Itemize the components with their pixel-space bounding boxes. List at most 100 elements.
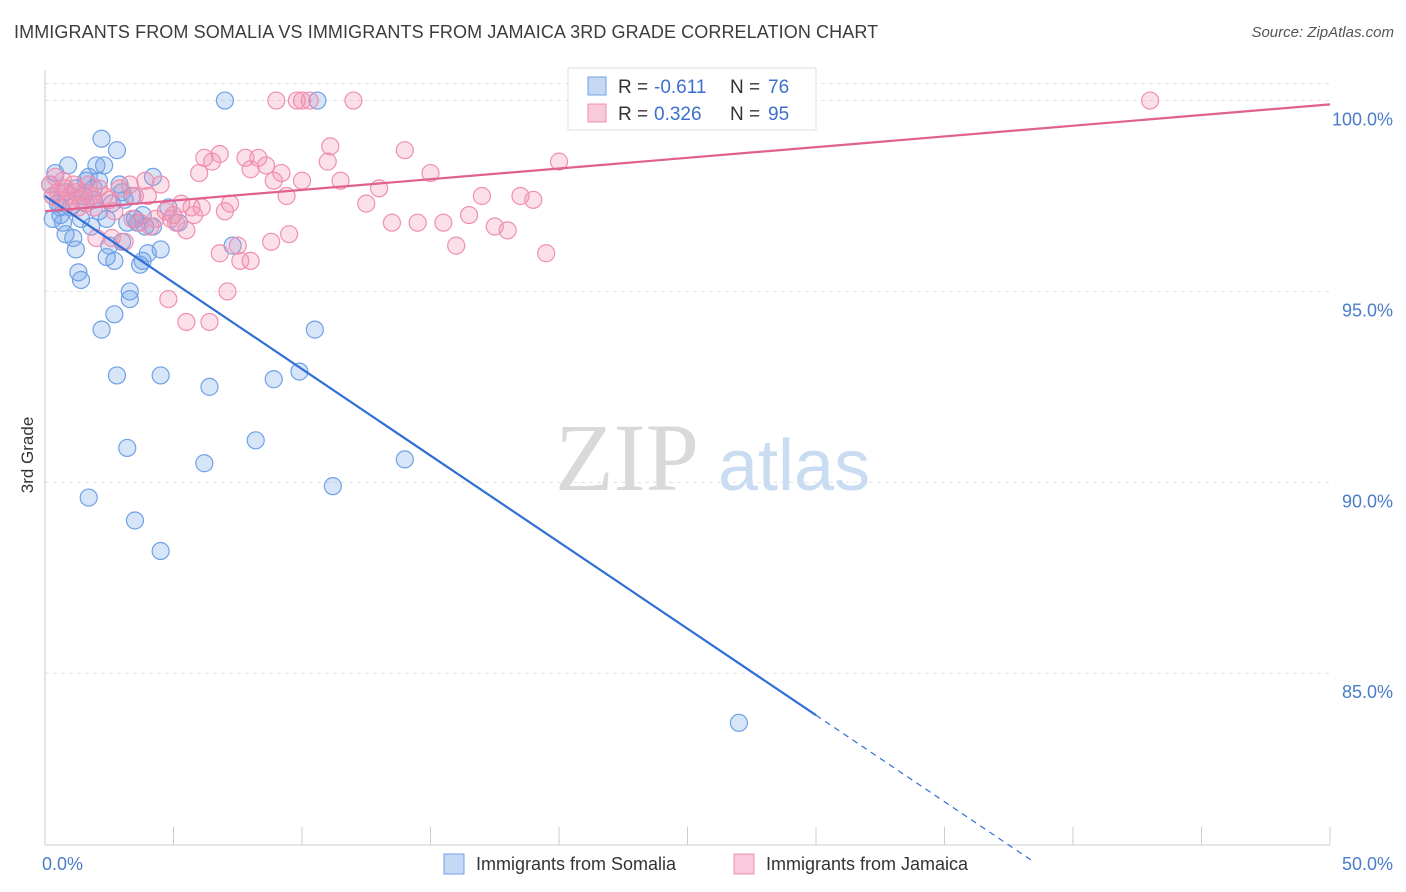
- legend-n-label-somalia: N =: [730, 77, 760, 98]
- y-tick-label: 100.0%: [1332, 110, 1393, 130]
- somalia-point: [308, 91, 327, 110]
- somalia-trend-extension: [815, 714, 1035, 863]
- somalia-point: [200, 377, 219, 396]
- somalia-point: [246, 431, 265, 450]
- somalia-point: [95, 156, 114, 175]
- somalia-trend-line: [44, 195, 817, 717]
- somalia-point: [125, 511, 145, 530]
- grid-lines: [45, 83, 1330, 674]
- somalia-point: [120, 289, 139, 309]
- jamaica-point: [177, 312, 196, 332]
- jamaica-point: [177, 221, 196, 240]
- jamaica-point: [100, 190, 119, 209]
- somalia-point: [87, 156, 106, 175]
- somalia-point: [151, 240, 170, 259]
- jamaica-point: [498, 221, 517, 240]
- somalia-point: [151, 366, 170, 385]
- jamaica-point: [256, 156, 276, 175]
- somalia-point: [151, 541, 170, 561]
- jamaica-point: [102, 228, 121, 248]
- jamaica-point: [292, 171, 312, 190]
- jamaica-points: [41, 91, 1160, 332]
- jamaica-point: [292, 91, 312, 110]
- jamaica-point: [79, 175, 98, 194]
- jamaica-point: [202, 152, 222, 171]
- legend-n-somalia: 76: [768, 77, 789, 98]
- jamaica-point: [210, 244, 229, 263]
- somalia-point: [105, 305, 124, 324]
- bottom-legend-label-somalia: Immigrants from Somalia: [476, 854, 677, 874]
- jamaica-point: [331, 171, 350, 190]
- jamaica-point: [264, 171, 283, 190]
- legend-n-label-jamaica: N =: [730, 104, 760, 125]
- jamaica-point: [272, 163, 291, 183]
- legend-swatch-somalia: [587, 76, 607, 96]
- y-tick-labels: 85.0% 90.0% 95.0% 100.0%: [1332, 110, 1393, 703]
- x-tick-label-min: 0.0%: [42, 854, 83, 874]
- jamaica-point: [164, 205, 183, 225]
- somalia-point: [97, 209, 116, 228]
- jamaica-point: [262, 232, 281, 251]
- bottom-legend-label-jamaica: Immigrants from Jamaica: [766, 854, 969, 874]
- jamaica-point: [447, 236, 466, 255]
- jamaica-point: [395, 141, 414, 160]
- jamaica-point: [123, 209, 142, 228]
- chart-title: IMMIGRANTS FROM SOMALIA VS IMMIGRANTS FR…: [14, 22, 879, 42]
- somalia-point: [118, 438, 137, 458]
- x-tick-label-max: 50.0%: [1342, 854, 1393, 874]
- jamaica-point: [434, 213, 453, 232]
- jamaica-point: [228, 236, 247, 255]
- somalia-point: [105, 251, 124, 270]
- jamaica-point: [159, 289, 178, 309]
- y-tick-label: 90.0%: [1342, 491, 1393, 511]
- somalia-point: [92, 320, 111, 339]
- jamaica-point: [105, 202, 124, 221]
- jamaica-point: [146, 209, 165, 228]
- somalia-point: [290, 362, 309, 381]
- jamaica-point: [200, 312, 219, 332]
- jamaica-point: [110, 179, 129, 198]
- jamaica-point: [537, 244, 556, 263]
- y-tick-label: 95.0%: [1342, 300, 1393, 320]
- somalia-point: [43, 209, 62, 228]
- jamaica-point: [382, 213, 402, 232]
- jamaica-point: [472, 186, 491, 206]
- jamaica-point: [210, 144, 229, 164]
- source-credit: Source: ZipAtlas.com: [1251, 24, 1394, 41]
- jamaica-point: [87, 228, 106, 248]
- jamaica-point: [1140, 91, 1160, 110]
- jamaica-point: [82, 186, 101, 206]
- jamaica-point: [249, 148, 268, 167]
- jamaica-point: [151, 175, 170, 194]
- somalia-point: [195, 454, 214, 473]
- jamaica-point: [220, 194, 240, 213]
- series-legend: Immigrants from Somalia Immigrants from …: [443, 853, 969, 875]
- legend-r-jamaica: 0.326: [654, 104, 702, 125]
- jamaica-point: [287, 91, 306, 110]
- jamaica-point: [357, 194, 376, 213]
- y-tick-label: 85.0%: [1342, 682, 1393, 702]
- watermark-atlas: atlas: [718, 426, 870, 506]
- somalia-point: [264, 370, 283, 389]
- jamaica-point: [318, 152, 337, 171]
- somalia-point: [120, 282, 139, 301]
- somalia-point: [215, 91, 234, 110]
- somalia-point: [53, 213, 73, 232]
- jamaica-point: [241, 251, 260, 270]
- jamaica-point: [421, 163, 440, 183]
- stats-legend: R = -0.611 N = 76 R = 0.326 N = 95: [567, 67, 817, 131]
- legend-swatch-jamaica: [587, 103, 607, 123]
- somalia-point: [66, 240, 85, 259]
- legend-n-jamaica: 95: [768, 104, 789, 125]
- jamaica-point: [280, 225, 299, 244]
- jamaica-point: [231, 251, 250, 270]
- bottom-legend-swatch-jamaica: [733, 853, 755, 875]
- somalia-point: [107, 366, 127, 385]
- y-axis-label: 3rd Grade: [18, 417, 37, 494]
- somalia-point: [71, 270, 91, 290]
- legend-box: [567, 67, 817, 131]
- jamaica-point: [300, 91, 319, 110]
- jamaica-point: [321, 137, 340, 156]
- watermark-zip: ZIP: [555, 404, 699, 511]
- somalia-point: [79, 488, 98, 507]
